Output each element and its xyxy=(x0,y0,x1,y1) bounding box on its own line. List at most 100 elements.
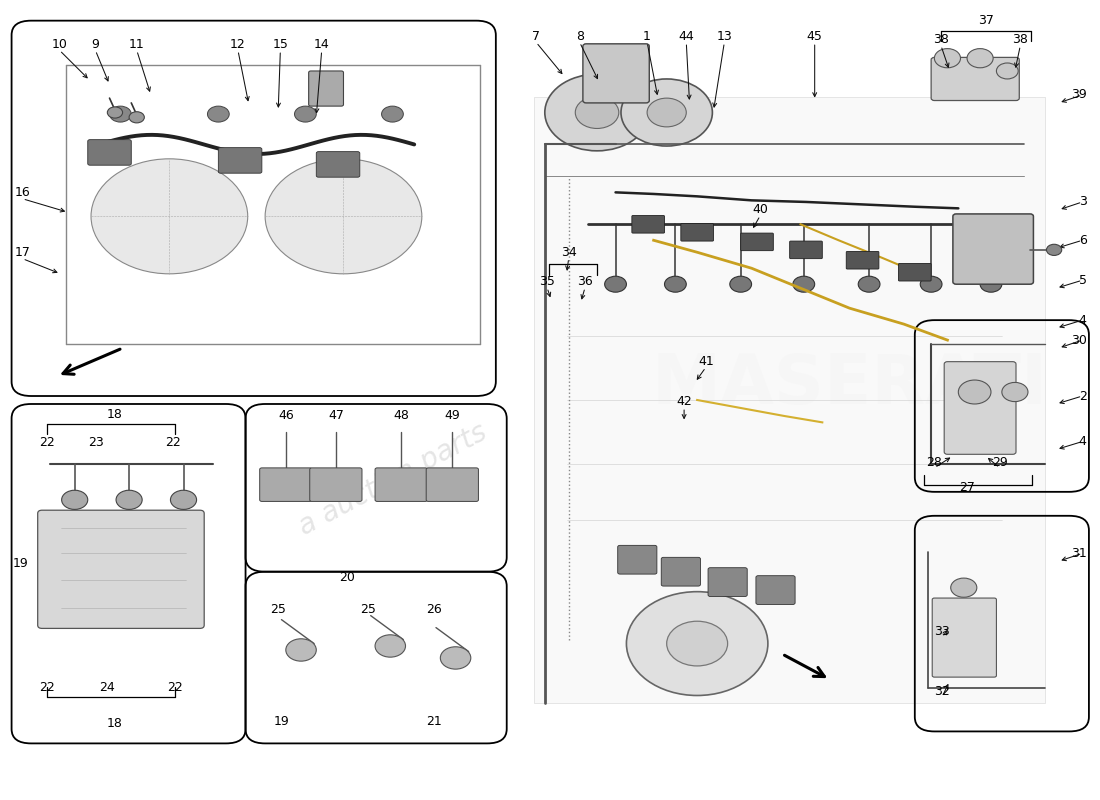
Text: 27: 27 xyxy=(959,482,975,494)
Circle shape xyxy=(980,276,1002,292)
Text: 22: 22 xyxy=(165,436,180,449)
Text: 14: 14 xyxy=(314,38,330,51)
FancyBboxPatch shape xyxy=(756,576,795,605)
FancyBboxPatch shape xyxy=(631,215,664,233)
Text: 22: 22 xyxy=(167,681,183,694)
Circle shape xyxy=(621,79,713,146)
Circle shape xyxy=(208,106,229,122)
Text: 23: 23 xyxy=(89,436,104,449)
Text: 4: 4 xyxy=(1079,435,1087,448)
FancyBboxPatch shape xyxy=(740,233,773,250)
Text: 46: 46 xyxy=(278,410,294,422)
Text: 49: 49 xyxy=(444,410,460,422)
Circle shape xyxy=(667,622,727,666)
Text: 48: 48 xyxy=(393,410,409,422)
FancyBboxPatch shape xyxy=(37,510,205,629)
Circle shape xyxy=(605,276,626,292)
Circle shape xyxy=(1046,244,1062,255)
Text: 39: 39 xyxy=(1071,89,1087,102)
Circle shape xyxy=(967,49,993,68)
Text: 5: 5 xyxy=(1079,274,1087,286)
Circle shape xyxy=(129,112,144,123)
Text: 34: 34 xyxy=(561,246,576,258)
Circle shape xyxy=(170,490,197,510)
Circle shape xyxy=(382,106,404,122)
Circle shape xyxy=(934,49,960,68)
FancyBboxPatch shape xyxy=(899,263,931,281)
Circle shape xyxy=(295,106,317,122)
Text: 17: 17 xyxy=(14,246,31,258)
FancyBboxPatch shape xyxy=(790,241,823,258)
FancyBboxPatch shape xyxy=(661,558,701,586)
Text: 11: 11 xyxy=(129,38,144,51)
Circle shape xyxy=(950,578,977,598)
Text: 38: 38 xyxy=(933,34,949,46)
Text: 32: 32 xyxy=(934,685,950,698)
FancyBboxPatch shape xyxy=(310,468,362,502)
FancyBboxPatch shape xyxy=(708,568,747,597)
Circle shape xyxy=(997,63,1019,79)
Text: 25: 25 xyxy=(361,602,376,616)
Text: 15: 15 xyxy=(273,38,288,51)
Text: 36: 36 xyxy=(578,275,593,288)
Circle shape xyxy=(647,98,686,127)
Text: 13: 13 xyxy=(716,30,733,43)
Text: 25: 25 xyxy=(271,602,286,616)
Text: 8: 8 xyxy=(575,30,584,43)
Text: 18: 18 xyxy=(107,717,123,730)
Circle shape xyxy=(958,380,991,404)
Text: 2: 2 xyxy=(1079,390,1087,402)
FancyBboxPatch shape xyxy=(618,546,657,574)
Text: 38: 38 xyxy=(1012,34,1028,46)
Text: 30: 30 xyxy=(1071,334,1087,346)
Circle shape xyxy=(664,276,686,292)
Circle shape xyxy=(375,634,406,657)
Text: 35: 35 xyxy=(539,275,554,288)
Text: 29: 29 xyxy=(992,456,1008,469)
Circle shape xyxy=(575,97,619,129)
Circle shape xyxy=(858,276,880,292)
Text: 20: 20 xyxy=(339,570,354,584)
Circle shape xyxy=(62,490,88,510)
Text: 41: 41 xyxy=(698,355,714,368)
Circle shape xyxy=(1002,382,1028,402)
Text: 16: 16 xyxy=(14,186,31,199)
Text: 28: 28 xyxy=(926,456,943,469)
Text: 22: 22 xyxy=(40,681,55,694)
Text: 21: 21 xyxy=(426,714,442,727)
FancyBboxPatch shape xyxy=(944,362,1016,454)
Circle shape xyxy=(286,638,317,661)
FancyBboxPatch shape xyxy=(218,148,262,173)
Text: 42: 42 xyxy=(676,395,692,408)
Circle shape xyxy=(116,490,142,510)
Text: 19: 19 xyxy=(12,558,29,570)
Text: 47: 47 xyxy=(328,410,344,422)
FancyBboxPatch shape xyxy=(309,71,343,106)
Text: 22: 22 xyxy=(40,436,55,449)
FancyBboxPatch shape xyxy=(681,223,714,241)
Circle shape xyxy=(265,159,421,274)
FancyBboxPatch shape xyxy=(846,251,879,269)
Circle shape xyxy=(110,106,131,122)
Text: 9: 9 xyxy=(91,38,99,51)
Circle shape xyxy=(921,276,942,292)
FancyBboxPatch shape xyxy=(260,468,312,502)
FancyBboxPatch shape xyxy=(931,58,1020,101)
Text: 7: 7 xyxy=(532,30,540,43)
Text: 4: 4 xyxy=(1079,314,1087,326)
Circle shape xyxy=(544,74,649,151)
Text: 1: 1 xyxy=(644,30,651,43)
Text: 40: 40 xyxy=(752,203,768,217)
Text: 45: 45 xyxy=(806,30,823,43)
FancyBboxPatch shape xyxy=(953,214,1033,284)
Circle shape xyxy=(440,646,471,669)
Text: 44: 44 xyxy=(679,30,694,43)
Text: 37: 37 xyxy=(978,14,993,27)
FancyBboxPatch shape xyxy=(932,598,997,677)
Text: a auction parts: a auction parts xyxy=(294,418,492,542)
Text: MASERATI: MASERATI xyxy=(651,350,1047,418)
FancyBboxPatch shape xyxy=(375,468,427,502)
FancyBboxPatch shape xyxy=(583,44,649,103)
Circle shape xyxy=(91,159,248,274)
Circle shape xyxy=(729,276,751,292)
